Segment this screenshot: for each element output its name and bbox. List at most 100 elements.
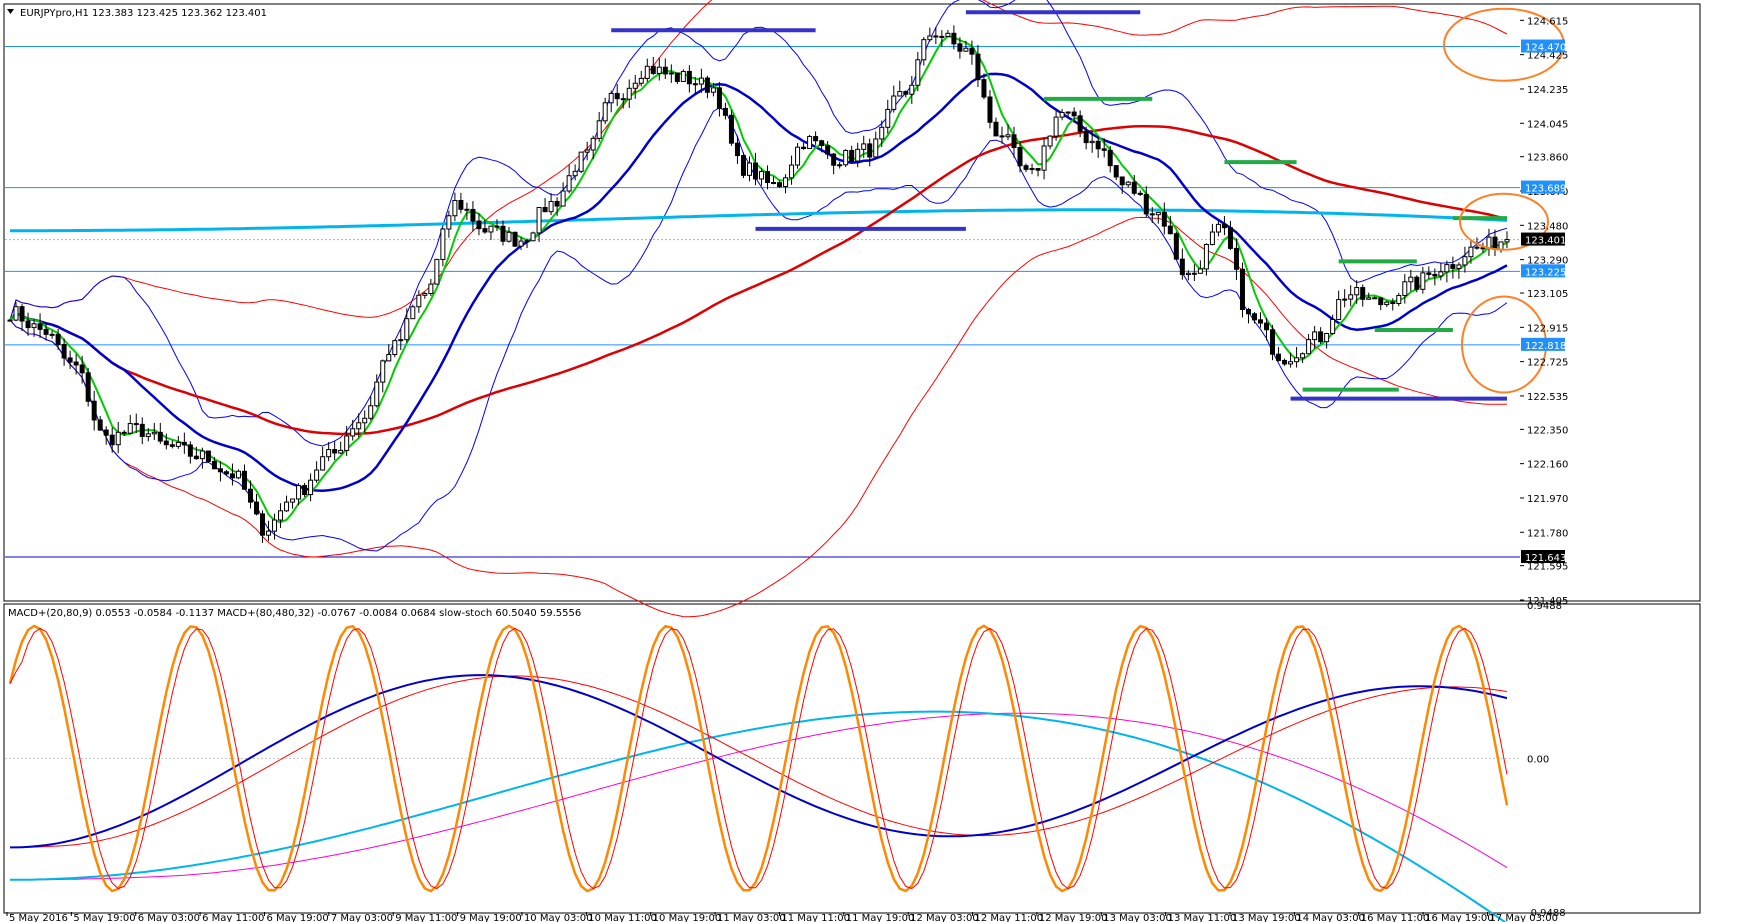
candle-body[interactable] [849, 149, 855, 162]
candle-body[interactable] [680, 70, 686, 82]
candle-body[interactable] [885, 108, 891, 128]
candle-body[interactable] [43, 328, 49, 335]
candle-body[interactable] [1474, 246, 1480, 249]
candle-body[interactable] [115, 431, 121, 446]
candle-body[interactable] [879, 126, 885, 140]
candle-body[interactable] [698, 77, 704, 85]
candle-body[interactable] [1414, 276, 1420, 290]
candle-body[interactable] [386, 354, 392, 362]
candle-body[interactable] [404, 318, 410, 341]
candle-body[interactable] [1143, 193, 1149, 215]
candle-body[interactable] [867, 143, 873, 158]
candle-body[interactable] [25, 320, 31, 329]
candle-body[interactable] [428, 283, 434, 295]
candle-body[interactable] [1282, 359, 1288, 365]
candle-body[interactable] [296, 485, 302, 500]
candle-body[interactable] [235, 470, 241, 479]
candle-body[interactable] [560, 190, 566, 207]
candle-body[interactable] [175, 441, 181, 447]
indicator-plot[interactable] [5, 624, 1520, 922]
candle-body[interactable] [97, 419, 103, 431]
candle-body[interactable] [193, 455, 199, 460]
candle-body[interactable] [1420, 272, 1426, 290]
candle-body[interactable] [626, 87, 632, 100]
candle-body[interactable] [187, 444, 193, 457]
candle-body[interactable] [740, 155, 746, 176]
candle-body[interactable] [13, 306, 19, 321]
candle-body[interactable] [1276, 353, 1282, 361]
candle-body[interactable] [674, 72, 680, 82]
candle-body[interactable] [1173, 233, 1179, 260]
candle-body[interactable] [813, 136, 819, 142]
candle-body[interactable] [506, 231, 512, 242]
candle-body[interactable] [975, 53, 981, 81]
candle-body[interactable] [855, 148, 861, 162]
candle-body[interactable] [410, 306, 416, 320]
candle-body[interactable] [1426, 272, 1432, 275]
candle-body[interactable] [542, 206, 548, 213]
candle-body[interactable] [1155, 211, 1161, 216]
candle-body[interactable] [632, 82, 638, 89]
candle-body[interactable] [1239, 268, 1245, 311]
candle-body[interactable] [1029, 168, 1035, 171]
candle-body[interactable] [1450, 264, 1456, 269]
candle-body[interactable] [801, 146, 807, 149]
candle-body[interactable] [1354, 287, 1360, 296]
candle-body[interactable] [229, 473, 235, 479]
candle-body[interactable] [1486, 236, 1492, 249]
candle-body[interactable] [584, 149, 590, 153]
candle-body[interactable] [1366, 297, 1372, 300]
candle-body[interactable] [710, 87, 716, 93]
candle-body[interactable] [1330, 318, 1336, 334]
candle-body[interactable] [644, 65, 650, 79]
candle-body[interactable] [392, 340, 398, 356]
candle-body[interactable] [566, 175, 572, 192]
candle-body[interactable] [716, 87, 722, 109]
candle-body[interactable] [1312, 331, 1318, 341]
main-plot[interactable] [5, 0, 1565, 618]
candle-body[interactable] [1125, 181, 1131, 186]
candle-body[interactable] [518, 240, 524, 247]
candle-body[interactable] [49, 333, 55, 336]
candle-body[interactable] [253, 501, 259, 515]
candle-body[interactable] [37, 323, 43, 330]
macd-slow-signal-line[interactable] [10, 712, 1508, 881]
candle-body[interactable] [374, 381, 380, 407]
candle-body[interactable] [446, 215, 452, 230]
candle-body[interactable] [434, 258, 440, 285]
candle-body[interactable] [199, 450, 205, 460]
candle-body[interactable] [500, 225, 506, 242]
candle-body[interactable] [1209, 231, 1215, 245]
price-tag[interactable] [1521, 232, 1565, 246]
candle-body[interactable] [145, 433, 151, 438]
candle-body[interactable] [861, 143, 867, 150]
candle-body[interactable] [1101, 148, 1107, 151]
candle-body[interactable] [765, 171, 771, 183]
candle-body[interactable] [470, 208, 476, 222]
candle-body[interactable] [223, 471, 229, 475]
candle-body[interactable] [1107, 149, 1113, 167]
candle-body[interactable] [1498, 241, 1504, 250]
candle-body[interactable] [326, 449, 332, 458]
candle-body[interactable] [1053, 116, 1059, 137]
candle-body[interactable] [308, 479, 314, 496]
collapse-triangle-icon[interactable] [7, 9, 14, 14]
candle-body[interactable] [488, 225, 494, 233]
candle-body[interactable] [19, 306, 25, 322]
candle-body[interactable] [452, 199, 458, 217]
candle-body[interactable] [55, 333, 61, 346]
candle-body[interactable] [205, 450, 211, 462]
candle-body[interactable] [320, 456, 326, 471]
candle-body[interactable] [217, 468, 223, 473]
candle-body[interactable] [440, 228, 446, 260]
candle-body[interactable] [494, 225, 500, 228]
candle-body[interactable] [1089, 140, 1095, 144]
slow-ma-line[interactable] [9, 125, 1508, 436]
candle-body[interactable] [945, 32, 951, 37]
candle-body[interactable] [1047, 135, 1053, 147]
candle-body[interactable] [777, 182, 783, 188]
candle-body[interactable] [1167, 225, 1173, 235]
candle-body[interactable] [554, 200, 560, 207]
candle-body[interactable] [109, 434, 115, 446]
